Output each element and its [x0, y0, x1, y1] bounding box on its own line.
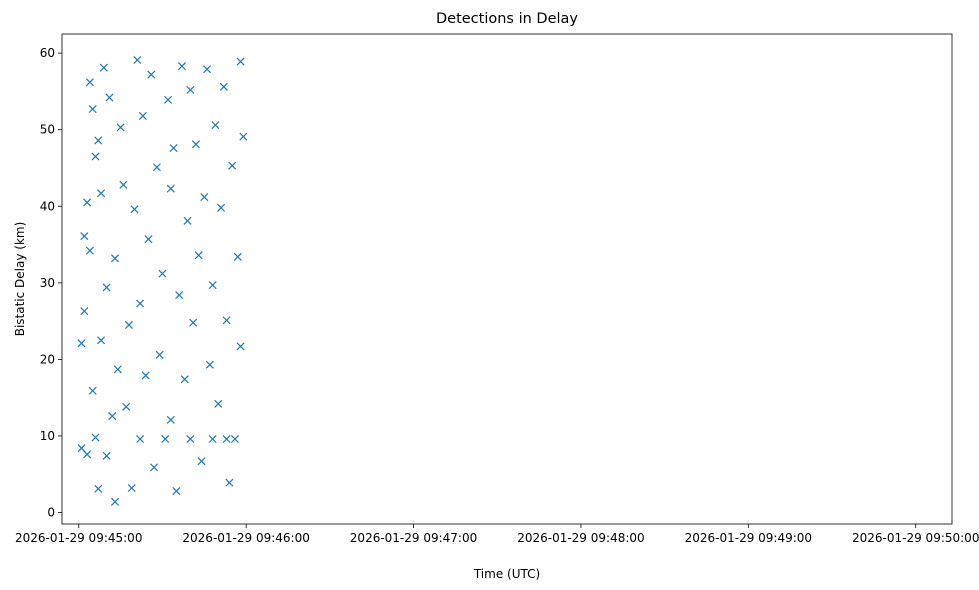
data-point	[152, 163, 161, 172]
data-point	[122, 402, 131, 411]
data-point	[163, 95, 173, 104]
chart-title: Detections in Delay	[436, 11, 578, 27]
data-point	[194, 251, 203, 260]
data-point	[233, 252, 242, 261]
x-tick-label: 2026-01-29 09:47:00	[350, 531, 477, 545]
x-tick-label: 2026-01-29 09:45:00	[15, 531, 142, 545]
data-point	[222, 434, 231, 444]
data-point	[80, 307, 89, 316]
data-point	[94, 484, 103, 493]
y-axis: 0 10 20 30 40 50 60	[40, 46, 62, 520]
data-point	[172, 487, 181, 496]
data-point	[91, 433, 100, 442]
x-tick-label: 2026-01-29 09:50:00	[852, 531, 979, 545]
y-tick-label: 50	[40, 123, 55, 137]
data-point	[80, 232, 89, 241]
data-point	[110, 497, 120, 506]
data-point	[191, 140, 200, 149]
data-point	[110, 254, 120, 263]
data-point	[97, 189, 106, 198]
data-point	[102, 451, 111, 460]
plot-frame	[61, 33, 953, 525]
data-point	[133, 56, 142, 65]
data-point	[124, 320, 133, 329]
data-point	[186, 85, 195, 94]
data-point	[217, 203, 226, 212]
x-axis-label: Time (UTC)	[473, 567, 540, 581]
data-point	[136, 299, 145, 308]
data-point	[197, 457, 206, 466]
data-point	[239, 132, 248, 141]
data-point	[83, 450, 92, 459]
data-point	[222, 316, 231, 325]
data-point	[94, 136, 103, 145]
data-point	[183, 216, 192, 225]
data-point	[189, 318, 198, 327]
data-point	[99, 63, 108, 72]
data-point	[85, 246, 94, 255]
plot-area	[61, 33, 953, 525]
marker-layer	[77, 56, 248, 506]
data-point	[102, 283, 111, 292]
data-point	[88, 105, 97, 114]
y-tick-label: 40	[40, 199, 55, 213]
data-point	[208, 434, 217, 444]
data-point	[166, 415, 175, 424]
data-point	[155, 350, 164, 359]
data-point	[97, 336, 106, 345]
data-point	[208, 281, 217, 290]
x-tick-label: 2026-01-29 09:48:00	[517, 531, 644, 545]
data-point	[141, 371, 150, 380]
y-tick-label: 10	[40, 429, 55, 443]
data-point	[203, 65, 212, 74]
data-point	[161, 434, 170, 444]
data-point	[127, 483, 136, 493]
data-point	[180, 375, 189, 384]
data-point	[116, 123, 125, 132]
data-point	[108, 412, 117, 421]
data-point	[77, 339, 86, 348]
data-point	[150, 463, 159, 472]
data-point	[228, 161, 237, 170]
data-point	[166, 184, 175, 193]
data-point	[158, 269, 167, 278]
data-point	[200, 193, 209, 202]
data-point	[91, 152, 100, 161]
data-point	[236, 57, 245, 66]
data-point	[136, 434, 145, 444]
data-point	[113, 365, 122, 374]
data-point	[175, 291, 184, 300]
data-point	[119, 180, 128, 189]
data-point	[130, 205, 139, 214]
data-point	[219, 82, 228, 91]
x-tick-label: 2026-01-29 09:49:00	[685, 531, 812, 545]
data-point	[83, 198, 92, 207]
y-tick-label: 20	[40, 352, 55, 366]
data-point	[88, 386, 97, 395]
data-point	[225, 478, 234, 487]
y-tick-label: 30	[40, 276, 55, 290]
data-point	[138, 111, 147, 120]
y-tick-label: 60	[40, 46, 55, 60]
data-point	[105, 93, 114, 102]
data-point	[186, 434, 195, 444]
data-point	[169, 144, 178, 153]
x-tick-label: 2026-01-29 09:46:00	[182, 531, 309, 545]
data-point	[85, 78, 94, 87]
data-point	[236, 342, 245, 351]
y-axis-label: Bistatic Delay (km)	[13, 222, 27, 337]
data-point	[177, 62, 186, 71]
data-point	[230, 434, 240, 444]
data-point	[144, 235, 153, 244]
x-axis: 2026-01-29 09:45:00 2026-01-29 09:46:00 20…	[15, 524, 979, 545]
y-tick-label: 0	[47, 506, 55, 520]
data-point	[214, 399, 223, 408]
data-point	[205, 360, 214, 369]
data-point	[147, 70, 156, 79]
data-point	[211, 121, 220, 130]
